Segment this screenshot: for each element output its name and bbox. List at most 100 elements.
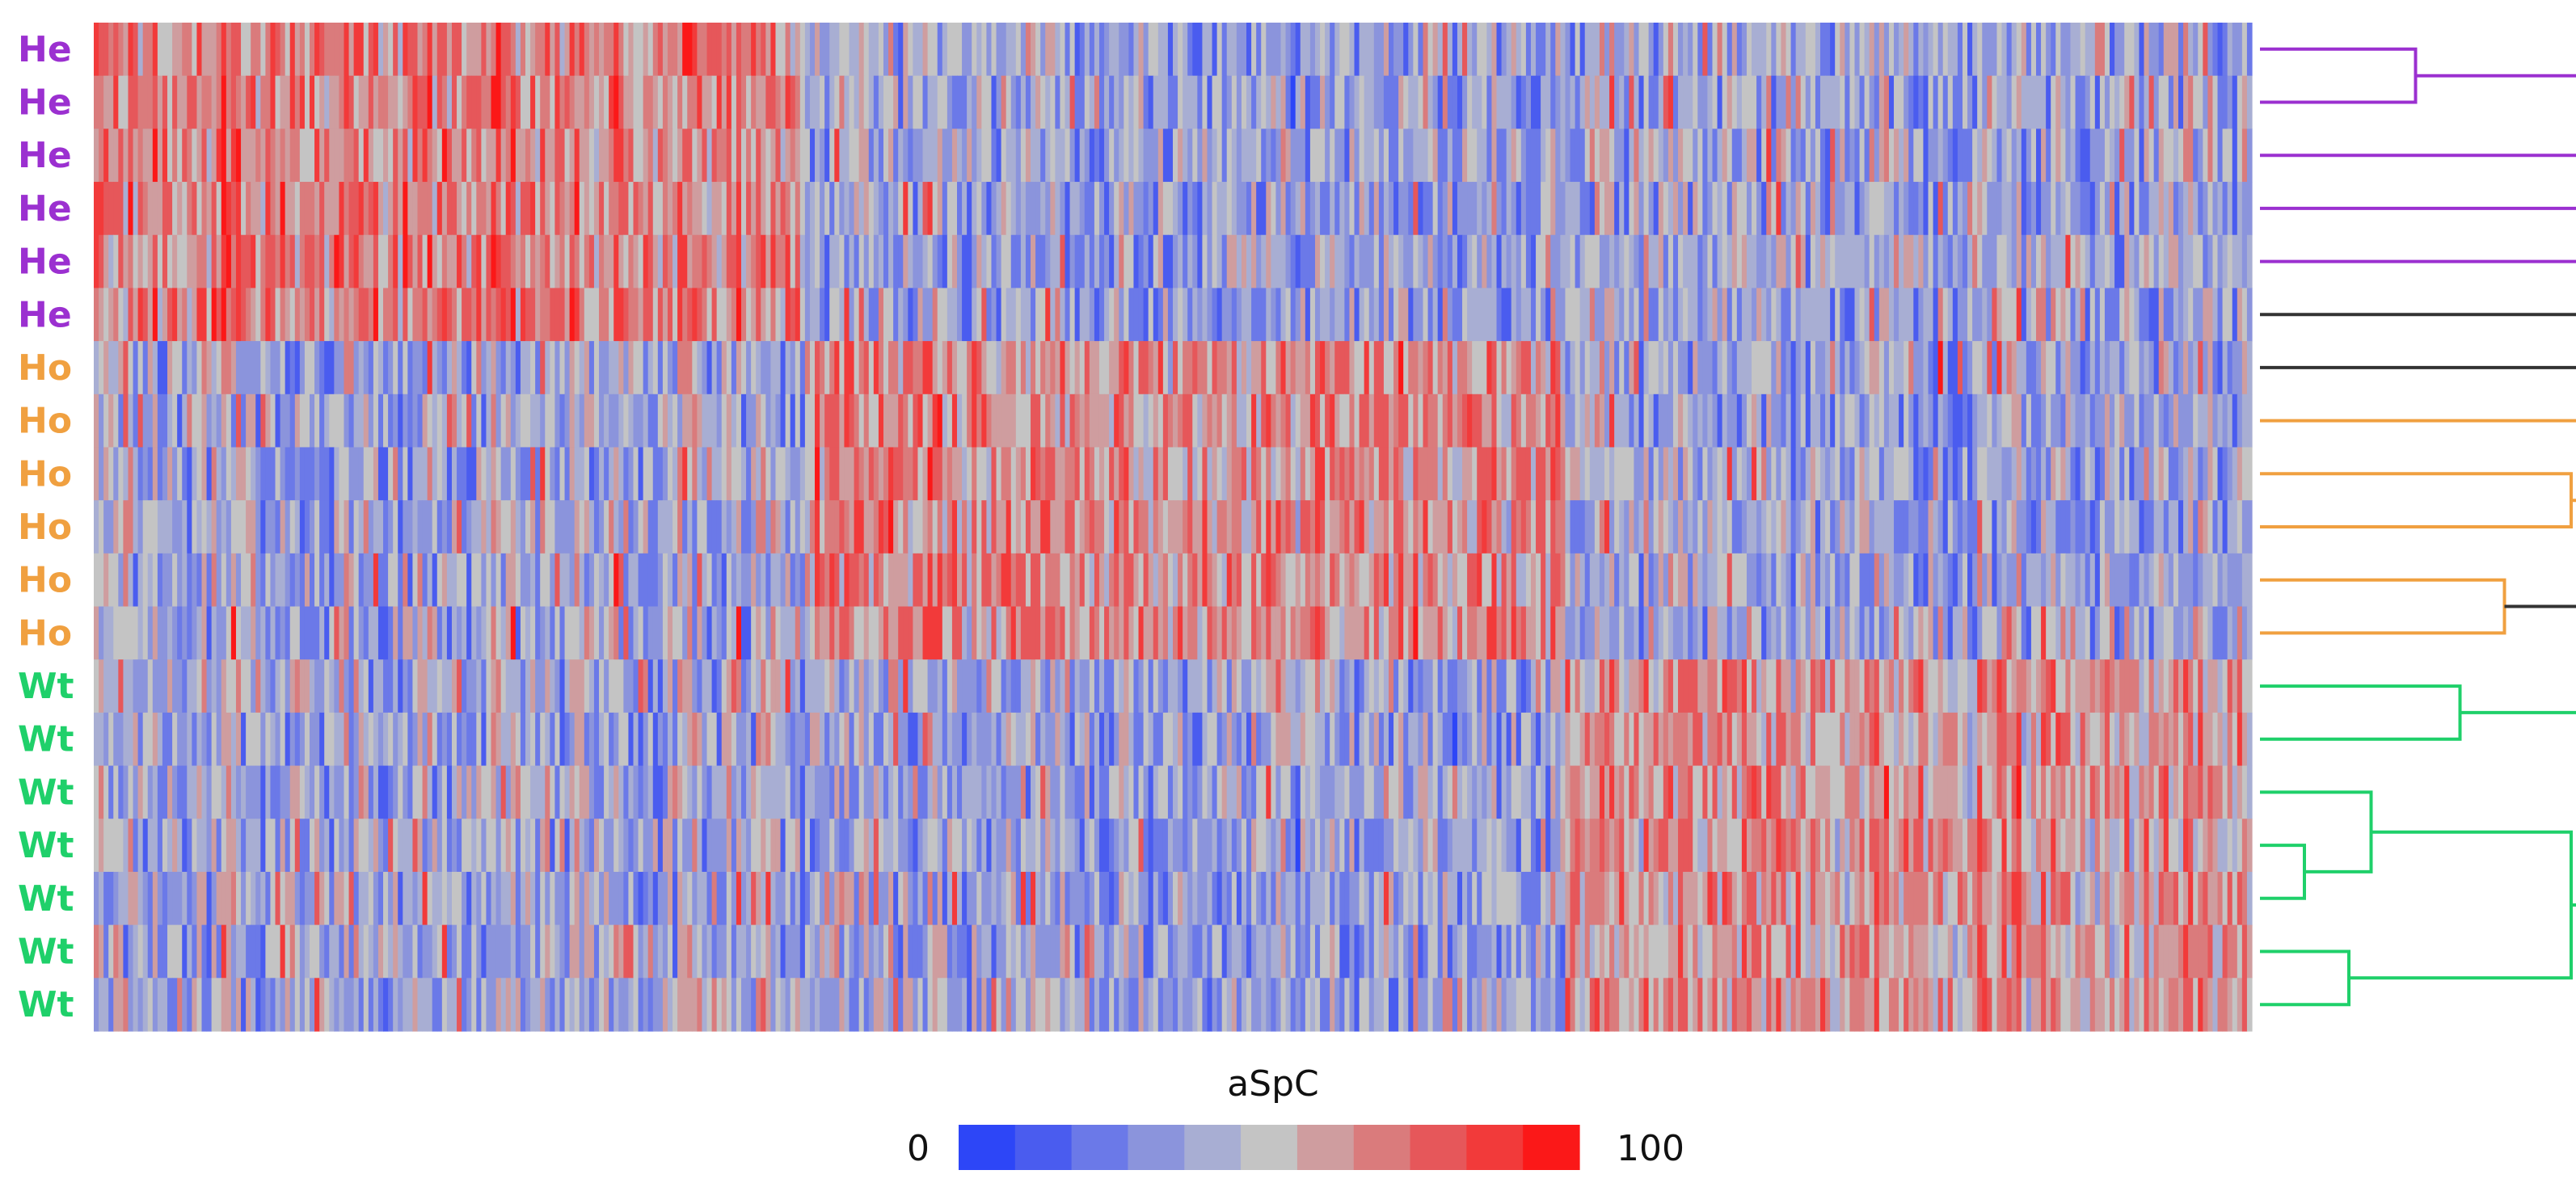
heatmap-cell <box>530 288 536 342</box>
heatmap-cell <box>373 341 379 395</box>
heatmap-cell <box>1781 288 1787 342</box>
heatmap-cell <box>1840 182 1845 236</box>
heatmap-cell <box>2055 447 2061 501</box>
heatmap-cell <box>1952 447 1958 501</box>
heatmap-cell <box>329 606 335 660</box>
heatmap-cell <box>230 447 237 501</box>
heatmap-cell <box>1683 234 1689 289</box>
heatmap-cell <box>1541 288 1546 342</box>
heatmap-cell <box>1413 75 1419 129</box>
heatmap-cell <box>913 500 919 554</box>
heatmap-cell <box>809 553 816 608</box>
heatmap-cell <box>294 234 301 289</box>
heatmap-cell <box>1570 288 1576 342</box>
heatmap-cell <box>344 75 350 129</box>
heatmap-cell <box>422 128 428 183</box>
heatmap-cell <box>2178 394 2184 448</box>
heatmap-cell <box>1192 23 1198 77</box>
heatmap-cell <box>687 500 693 554</box>
heatmap-cell <box>1584 128 1591 183</box>
heatmap-cell <box>1688 182 1693 236</box>
heatmap-cell <box>1933 23 1939 77</box>
heatmap-cell <box>628 288 635 342</box>
heatmap-cell <box>1835 128 1840 183</box>
heatmap-cell <box>550 75 556 129</box>
heatmap-cell <box>157 500 163 554</box>
heatmap-cell <box>314 341 320 395</box>
heatmap-cell <box>314 288 320 342</box>
heatmap-cell <box>1609 288 1615 342</box>
heatmap-cell <box>1825 394 1831 448</box>
heatmap-cell <box>1398 553 1404 608</box>
heatmap-cell <box>142 23 149 77</box>
heatmap-cell <box>1162 288 1169 342</box>
heatmap-cell <box>682 447 688 501</box>
heatmap-cell <box>235 447 242 501</box>
heatmap-cell <box>226 500 232 554</box>
heatmap-cell <box>123 182 129 236</box>
heatmap-cell <box>196 23 203 77</box>
heatmap-cell <box>142 500 149 554</box>
heatmap-cell <box>1904 500 1909 554</box>
heatmap-cell <box>785 234 791 289</box>
heatmap-cell <box>721 447 727 501</box>
heatmap-cell <box>2006 75 2013 129</box>
heatmap-cell <box>1643 553 1650 608</box>
heatmap-cell <box>1678 394 1684 448</box>
heatmap-cell <box>1314 500 1321 554</box>
heatmap-cell <box>103 234 109 289</box>
heatmap-cell <box>599 606 605 660</box>
heatmap-cell <box>182 394 188 448</box>
heatmap-cell <box>486 288 492 342</box>
heatmap-cell <box>255 553 261 608</box>
heatmap-cell <box>324 23 330 77</box>
heatmap-cell <box>1432 182 1439 236</box>
heatmap-cell <box>593 341 600 395</box>
heatmap-cell <box>1482 75 1487 129</box>
heatmap-cell <box>913 447 919 501</box>
heatmap-cell <box>1667 23 1674 77</box>
heatmap-cell <box>2089 128 2096 183</box>
heatmap-cell <box>1992 23 1998 77</box>
heatmap-cell <box>1810 234 1816 289</box>
heatmap-cell <box>2188 553 2194 608</box>
heatmap-cell <box>799 500 806 554</box>
heatmap-cell <box>1731 394 1738 448</box>
heatmap-cell <box>1192 234 1198 289</box>
heatmap-cell <box>2168 128 2174 183</box>
heatmap-cell <box>1589 447 1596 501</box>
heatmap-cell <box>1373 500 1380 554</box>
heatmap-cell <box>403 234 408 289</box>
heatmap-cell <box>436 500 443 554</box>
heatmap-cell <box>908 341 913 395</box>
heatmap-cell <box>441 128 448 183</box>
heatmap-cell <box>192 288 198 342</box>
heatmap-cell <box>1393 341 1399 395</box>
heatmap-cell <box>1511 182 1517 236</box>
heatmap-cell <box>638 606 644 660</box>
heatmap-cell <box>736 341 742 395</box>
heatmap-cell <box>1545 23 1551 77</box>
heatmap-cell <box>226 75 232 129</box>
heatmap-cell <box>353 447 360 501</box>
heatmap-cell <box>746 394 752 448</box>
heatmap-cell <box>1295 182 1301 236</box>
heatmap-cell <box>363 128 369 183</box>
heatmap-cell <box>2237 75 2243 129</box>
heatmap-cell <box>898 288 904 342</box>
heatmap-cell <box>1599 128 1605 183</box>
heatmap-cell <box>211 606 217 660</box>
heatmap-cell <box>1447 23 1453 77</box>
heatmap-cell <box>613 182 619 236</box>
heatmap-cell <box>451 553 457 608</box>
heatmap-cell <box>520 23 526 77</box>
heatmap-cell <box>1634 500 1640 554</box>
heatmap-cell <box>1314 288 1321 342</box>
heatmap-cell <box>2207 288 2214 342</box>
heatmap-cell <box>1820 447 1826 501</box>
heatmap-cell <box>1520 553 1527 608</box>
heatmap-cell <box>393 553 398 608</box>
heatmap-cell <box>1859 75 1866 129</box>
heatmap-cell <box>1496 128 1503 183</box>
heatmap-cell <box>2178 447 2184 501</box>
